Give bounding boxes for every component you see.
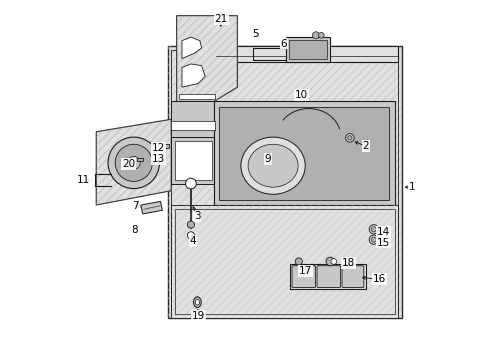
- Text: 12: 12: [151, 143, 164, 153]
- Circle shape: [127, 157, 140, 169]
- Text: 1: 1: [407, 182, 414, 192]
- Circle shape: [312, 32, 319, 39]
- Polygon shape: [214, 102, 394, 205]
- Text: 20: 20: [122, 159, 135, 169]
- Text: 6: 6: [280, 39, 286, 49]
- Circle shape: [187, 232, 194, 239]
- Ellipse shape: [241, 137, 305, 194]
- Polygon shape: [171, 121, 215, 130]
- Polygon shape: [167, 46, 401, 318]
- Circle shape: [185, 178, 196, 189]
- Text: 4: 4: [189, 236, 196, 246]
- Circle shape: [330, 258, 336, 264]
- Text: 7: 7: [132, 201, 139, 211]
- Polygon shape: [290, 264, 365, 289]
- Circle shape: [295, 258, 302, 265]
- Polygon shape: [171, 205, 397, 318]
- Text: 17: 17: [298, 266, 311, 276]
- Polygon shape: [171, 102, 216, 137]
- Polygon shape: [137, 158, 143, 161]
- Text: 11: 11: [77, 175, 90, 185]
- Text: 13: 13: [151, 154, 164, 164]
- Text: 9: 9: [264, 154, 270, 164]
- Bar: [179, 94, 215, 99]
- Polygon shape: [163, 144, 168, 148]
- Circle shape: [368, 225, 378, 234]
- Circle shape: [158, 154, 165, 161]
- Text: 14: 14: [376, 227, 389, 237]
- Polygon shape: [96, 119, 171, 205]
- Text: 21: 21: [214, 14, 227, 24]
- FancyBboxPatch shape: [291, 266, 315, 288]
- FancyBboxPatch shape: [316, 266, 340, 288]
- Polygon shape: [288, 40, 326, 59]
- Text: 15: 15: [376, 238, 389, 248]
- Polygon shape: [175, 141, 211, 180]
- Circle shape: [115, 144, 152, 181]
- Polygon shape: [141, 202, 162, 214]
- Text: 8: 8: [131, 225, 138, 235]
- Polygon shape: [182, 37, 201, 59]
- Ellipse shape: [193, 297, 201, 307]
- Text: 2: 2: [362, 141, 368, 151]
- Polygon shape: [216, 46, 397, 62]
- Text: 3: 3: [194, 211, 200, 221]
- Circle shape: [318, 32, 324, 38]
- Circle shape: [187, 221, 194, 228]
- FancyBboxPatch shape: [341, 266, 363, 288]
- Polygon shape: [182, 64, 205, 87]
- Text: 18: 18: [341, 258, 354, 268]
- Polygon shape: [171, 137, 214, 184]
- Ellipse shape: [247, 144, 298, 187]
- Circle shape: [368, 235, 378, 244]
- Text: 19: 19: [192, 311, 205, 321]
- Circle shape: [345, 134, 353, 142]
- Text: 5: 5: [251, 29, 258, 39]
- Circle shape: [370, 237, 376, 242]
- Text: 16: 16: [372, 274, 386, 284]
- Text: 10: 10: [294, 90, 307, 100]
- Circle shape: [370, 227, 376, 232]
- Ellipse shape: [195, 299, 199, 305]
- Circle shape: [108, 137, 159, 189]
- Circle shape: [347, 136, 351, 140]
- Polygon shape: [176, 16, 237, 102]
- Polygon shape: [285, 37, 329, 62]
- Circle shape: [325, 257, 334, 266]
- Polygon shape: [219, 107, 388, 200]
